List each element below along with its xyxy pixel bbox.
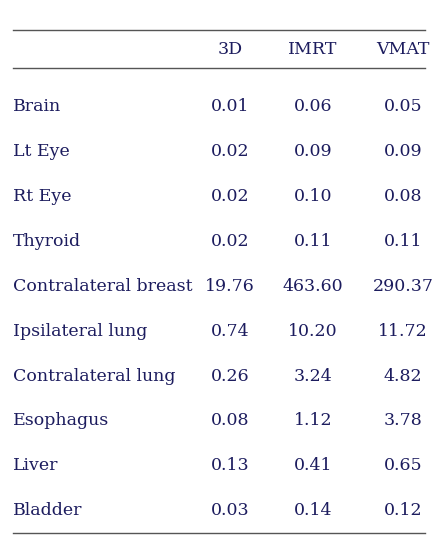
Text: 0.02: 0.02	[211, 233, 249, 250]
Text: 0.11: 0.11	[384, 233, 422, 250]
Text: 0.65: 0.65	[384, 457, 422, 474]
Text: Contralateral breast: Contralateral breast	[13, 278, 193, 295]
Text: Liver: Liver	[13, 457, 59, 474]
Text: Thyroid: Thyroid	[13, 233, 81, 250]
Text: 0.74: 0.74	[211, 323, 249, 340]
Text: 3D: 3D	[217, 40, 243, 58]
Text: 1.12: 1.12	[294, 413, 332, 429]
Text: 0.13: 0.13	[211, 457, 249, 474]
Text: 0.11: 0.11	[294, 233, 332, 250]
Text: Esophagus: Esophagus	[13, 413, 110, 429]
Text: 0.05: 0.05	[384, 99, 422, 116]
Text: Ipsilateral lung: Ipsilateral lung	[13, 323, 148, 340]
Text: 0.08: 0.08	[211, 413, 249, 429]
Text: 0.06: 0.06	[294, 99, 332, 116]
Text: 0.08: 0.08	[384, 188, 422, 205]
Text: 0.41: 0.41	[294, 457, 332, 474]
Text: 0.03: 0.03	[211, 502, 249, 519]
Text: 11.72: 11.72	[378, 323, 428, 340]
Text: 0.02: 0.02	[211, 143, 249, 160]
Text: 10.20: 10.20	[288, 323, 338, 340]
Text: 463.60: 463.60	[283, 278, 343, 295]
Text: 0.09: 0.09	[294, 143, 332, 160]
Text: 0.10: 0.10	[294, 188, 332, 205]
Text: 0.12: 0.12	[384, 502, 422, 519]
Text: Brain: Brain	[13, 99, 61, 116]
Text: Rt Eye: Rt Eye	[13, 188, 72, 205]
Text: Contralateral lung: Contralateral lung	[13, 367, 176, 385]
Text: 0.09: 0.09	[384, 143, 422, 160]
Text: 0.02: 0.02	[211, 188, 249, 205]
Text: Bladder: Bladder	[13, 502, 83, 519]
Text: Lt Eye: Lt Eye	[13, 143, 70, 160]
Text: VMAT: VMAT	[376, 40, 430, 58]
Text: 0.01: 0.01	[211, 99, 249, 116]
Text: 4.82: 4.82	[384, 367, 422, 385]
Text: IMRT: IMRT	[289, 40, 338, 58]
Text: 290.37: 290.37	[372, 278, 434, 295]
Text: 3.78: 3.78	[384, 413, 422, 429]
Text: 0.26: 0.26	[211, 367, 249, 385]
Text: 0.14: 0.14	[294, 502, 332, 519]
Text: 19.76: 19.76	[205, 278, 255, 295]
Text: 3.24: 3.24	[294, 367, 332, 385]
